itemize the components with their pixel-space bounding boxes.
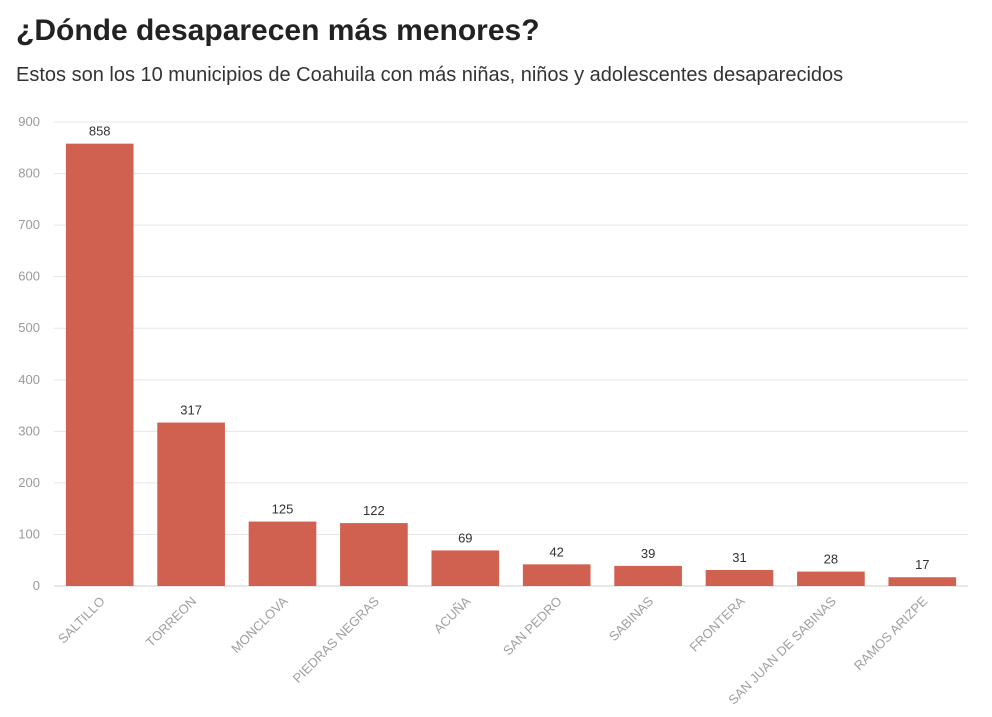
bar-acuña	[431, 550, 500, 586]
value-label: 28	[824, 552, 838, 567]
category-label: ACUÑA	[431, 593, 474, 636]
category-label: TORREON	[143, 594, 199, 650]
category-label: RAMOS ARIZPE	[851, 593, 931, 673]
value-label: 39	[641, 546, 655, 561]
chart-title: ¿Dónde desaparecen más menores?	[16, 14, 540, 47]
bar-san-juan-de-sabinas	[797, 571, 865, 586]
bar-sabinas	[614, 565, 682, 586]
value-label: 125	[272, 502, 294, 517]
y-tick-label: 0	[33, 578, 40, 593]
bar-saltillo	[65, 143, 134, 587]
y-axis-ticks: 0 100 200 300 400 500 600 700 800 900	[18, 114, 40, 593]
y-tick-label: 100	[18, 526, 40, 541]
y-tick-label: 300	[18, 423, 40, 438]
chart-subtitle: Estos son los 10 municipios de Coahuila …	[16, 64, 844, 86]
value-label: 317	[180, 403, 202, 418]
category-label: SABINAS	[606, 593, 657, 644]
y-tick-label: 200	[18, 475, 40, 490]
bar-torreon	[157, 422, 225, 586]
value-label: 31	[732, 550, 746, 565]
x-axis-labels: SALTILLO TORREON MONCLOVA PIEDRAS NEGRAS ACU…	[55, 593, 931, 707]
category-label: FRONTERA	[686, 593, 747, 654]
value-label: 17	[915, 557, 929, 572]
value-label: 122	[363, 503, 385, 518]
value-labels: 858 317 125 122 69 42 39 31 28 17	[89, 124, 930, 573]
category-label: SAN PEDRO	[500, 594, 565, 659]
y-tick-label: 600	[18, 269, 40, 284]
y-tick-label: 400	[18, 372, 40, 387]
category-label: SALTILLO	[55, 594, 108, 647]
category-label: PIEDRAS NEGRAS	[290, 593, 383, 686]
y-tick-label: 800	[18, 166, 40, 181]
value-label: 69	[458, 530, 472, 545]
value-label: 42	[549, 544, 563, 559]
bar-san-pedro	[522, 564, 591, 586]
category-label: MONCLOVA	[228, 593, 291, 656]
bars	[65, 143, 957, 587]
y-tick-label: 700	[18, 217, 40, 232]
y-tick-label: 900	[18, 114, 40, 129]
bar-ramos-arizpe	[888, 577, 957, 586]
category-label: SAN JUAN DE SABINAS	[725, 593, 839, 707]
bar-frontera	[705, 570, 774, 586]
bar-piedras-negras	[340, 523, 408, 586]
y-tick-label: 500	[18, 320, 40, 335]
bar-monclova	[248, 521, 317, 586]
value-label: 858	[89, 124, 111, 139]
